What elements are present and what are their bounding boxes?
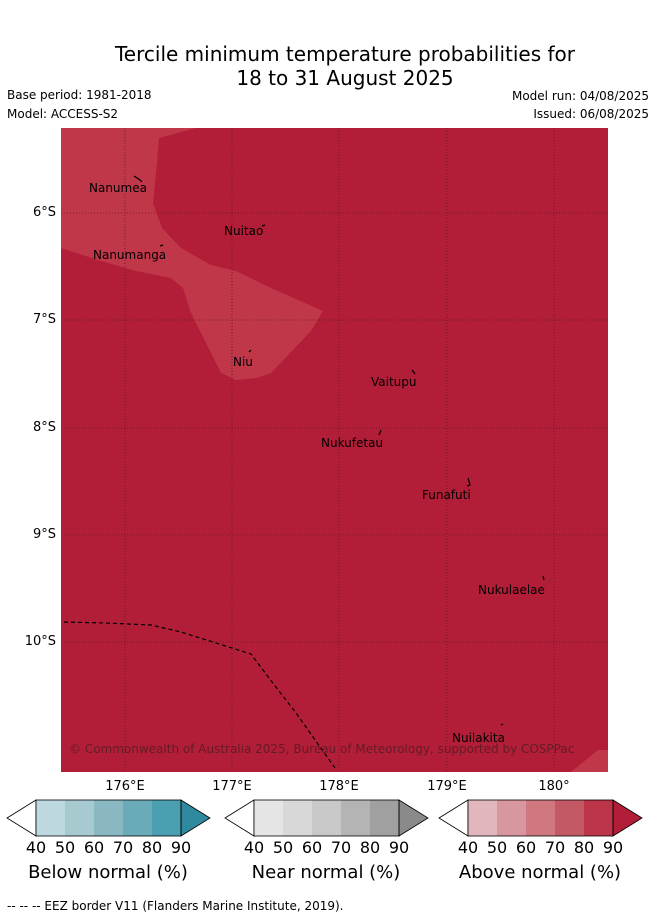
colorbar-below-outline bbox=[35, 799, 182, 837]
longitude-label: 176°E bbox=[105, 779, 145, 794]
latitude-label: 6°S bbox=[32, 205, 56, 220]
eez-border-line bbox=[63, 621, 336, 769]
colorbar-near-normal bbox=[224, 799, 429, 837]
eez-border-footnote: -- -- -- EEZ border V11 (Flanders Marine… bbox=[7, 899, 344, 913]
graticule bbox=[61, 128, 608, 772]
longitude-label: 178°E bbox=[319, 779, 359, 794]
place-label: Niu bbox=[233, 355, 253, 369]
colorbar-near-swatch bbox=[370, 800, 399, 836]
colorbar-above-normal bbox=[438, 799, 643, 837]
colorbar-tick-label: 60 bbox=[301, 838, 323, 857]
place-label: Nuitao bbox=[224, 224, 264, 238]
colorbar-tick-label: 80 bbox=[573, 838, 595, 857]
colorbar-tick-label: 40 bbox=[243, 838, 265, 857]
place-label: Funafuti bbox=[422, 488, 471, 502]
model-name: Model: ACCESS-S2 bbox=[7, 107, 119, 121]
colorbar-above-high-extend bbox=[612, 799, 643, 837]
colorbar-tick-label: 70 bbox=[330, 838, 352, 857]
colorbar-tick-label: 80 bbox=[141, 838, 163, 857]
colorbar-tick-label: 70 bbox=[544, 838, 566, 857]
colorbar-tick-label: 80 bbox=[359, 838, 381, 857]
longitude-label: 179°E bbox=[427, 779, 467, 794]
colorbar-below-swatch bbox=[123, 800, 152, 836]
lighter-corner-region bbox=[571, 750, 608, 772]
colorbar-tick-label: 40 bbox=[25, 838, 47, 857]
colorbar-above-outline bbox=[467, 799, 614, 837]
colorbar-below-high-extend bbox=[180, 799, 211, 837]
place-label: Nukulaelae bbox=[478, 583, 545, 597]
colorbar-above-swatch bbox=[468, 800, 497, 836]
latitude-label: 8°S bbox=[32, 420, 56, 435]
colorbar-above-swatch bbox=[555, 800, 584, 836]
colorbar-tick-label: 50 bbox=[54, 838, 76, 857]
colorbar-near-swatch bbox=[283, 800, 312, 836]
colorbar-label-above: Above normal (%) bbox=[458, 862, 622, 883]
colorbar-tick-label: 90 bbox=[170, 838, 192, 857]
longitude-label: 180° bbox=[538, 779, 570, 794]
latitude-label: 7°S bbox=[32, 312, 56, 327]
place-label: Nanumea bbox=[89, 181, 147, 195]
colorbar-near-swatch bbox=[341, 800, 370, 836]
colorbar-tick-label: 70 bbox=[112, 838, 134, 857]
issued-date: Issued: 06/08/2025 bbox=[533, 107, 649, 121]
colorbar-below-swatch bbox=[65, 800, 94, 836]
colorbar-near-swatch bbox=[312, 800, 341, 836]
place-label: Nuilakita bbox=[452, 731, 505, 745]
colorbar-above-swatch bbox=[497, 800, 526, 836]
colorbar-tick-label: 90 bbox=[602, 838, 624, 857]
longitude-label: 177°E bbox=[212, 779, 252, 794]
island-marks bbox=[133, 175, 545, 726]
chart-title-line-1: Tercile minimum temperature probabilitie… bbox=[114, 42, 576, 66]
colorbar-tick-label: 60 bbox=[515, 838, 537, 857]
latitude-label: 10°S bbox=[24, 634, 56, 649]
colorbar-near-high-extend bbox=[398, 799, 429, 837]
colorbar-below-swatch bbox=[94, 800, 123, 836]
colorbar-tick-label: 50 bbox=[272, 838, 294, 857]
colorbar-below-low-extend bbox=[6, 799, 37, 837]
copyright-credit: © Commonwealth of Australia 2025, Bureau… bbox=[69, 742, 575, 756]
colorbar-label-near: Near normal (%) bbox=[251, 862, 401, 883]
colorbar-below-swatch bbox=[152, 800, 181, 836]
colorbar-tick-label: 40 bbox=[457, 838, 479, 857]
colorbar-strip bbox=[6, 799, 643, 837]
latitude-label: 9°S bbox=[32, 527, 56, 542]
lighter-probability-region bbox=[61, 128, 323, 380]
place-label: Vaitupu bbox=[371, 375, 417, 389]
colorbar-below-normal bbox=[6, 799, 211, 837]
colorbar-label-below: Below normal (%) bbox=[28, 862, 188, 883]
colorbar-near-low-extend bbox=[224, 799, 255, 837]
colorbar-near-outline bbox=[253, 799, 400, 837]
model-run: Model run: 04/08/2025 bbox=[511, 89, 649, 103]
chart-title-line-2: 18 to 31 August 2025 bbox=[236, 66, 454, 90]
colorbar-above-low-extend bbox=[438, 799, 469, 837]
colorbar-tick-label: 60 bbox=[83, 838, 105, 857]
colorbar-below-swatch bbox=[36, 800, 65, 836]
base-period: Base period: 1981-2018 bbox=[7, 88, 152, 102]
colorbar-above-swatch bbox=[584, 800, 613, 836]
colorbar-near-swatch bbox=[254, 800, 283, 836]
colorbar-tick-label: 90 bbox=[388, 838, 410, 857]
place-label: Nanumanga bbox=[93, 248, 167, 262]
place-label: Nukufetau bbox=[321, 436, 384, 450]
map-panel bbox=[61, 128, 608, 772]
colorbar-above-swatch bbox=[526, 800, 555, 836]
colorbar-tick-label: 50 bbox=[486, 838, 508, 857]
